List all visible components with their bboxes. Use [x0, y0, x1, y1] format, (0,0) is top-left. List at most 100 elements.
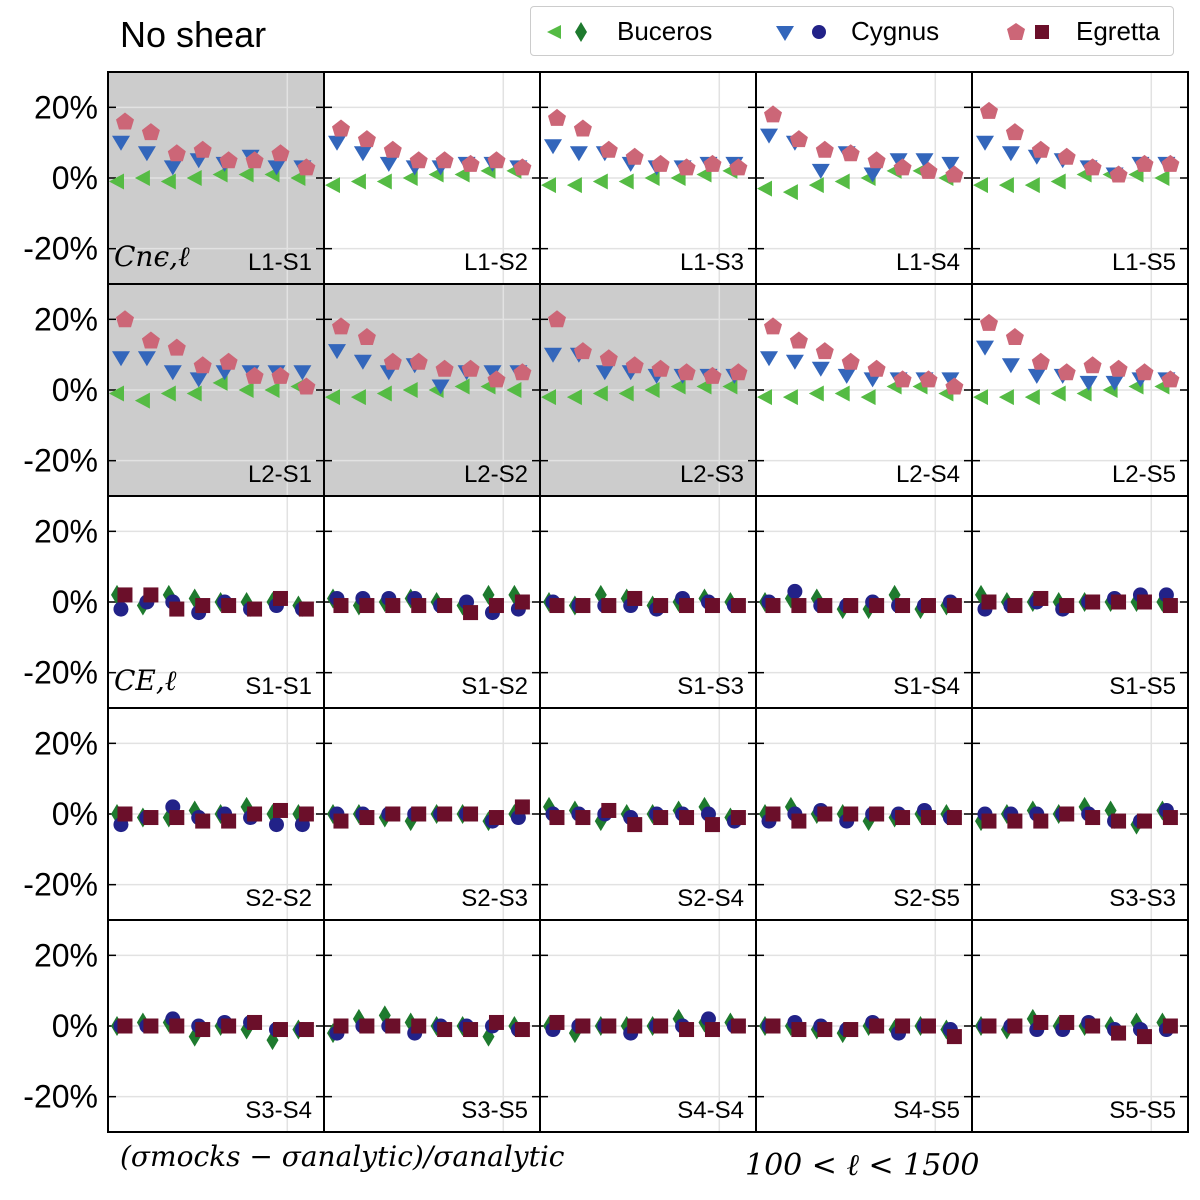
point-egretta	[765, 1018, 781, 1034]
legend-marker-cygnus-cs	[812, 25, 826, 39]
y-tick-label: 20%	[34, 513, 98, 549]
point-egretta	[1005, 328, 1024, 345]
panel-s1-s1: S1-S1	[107, 495, 325, 709]
point-egretta	[411, 598, 427, 614]
point-egretta	[117, 1018, 133, 1034]
point-egretta	[601, 802, 617, 818]
point-egretta	[867, 359, 886, 377]
point-buceros	[782, 389, 798, 406]
point-egretta	[221, 813, 237, 829]
point-egretta	[703, 154, 722, 172]
point-egretta	[1111, 594, 1127, 610]
point-buceros	[1154, 170, 1170, 186]
point-egretta	[1033, 590, 1049, 606]
point-buceros	[1050, 385, 1066, 402]
point-egretta	[677, 363, 696, 381]
point-egretta	[791, 813, 807, 829]
point-egretta	[653, 810, 669, 826]
point-egretta	[193, 356, 212, 374]
point-egretta	[704, 817, 720, 833]
point-egretta	[920, 1018, 936, 1034]
point-egretta	[841, 352, 860, 370]
point-buceros	[109, 385, 124, 402]
point-cygnus	[544, 347, 562, 363]
y-tick-label: 20%	[34, 937, 98, 973]
point-cygnus	[112, 351, 130, 367]
point-egretta	[1007, 813, 1023, 829]
point-egretta	[704, 1022, 720, 1038]
point-egretta	[116, 310, 134, 328]
point-egretta	[357, 130, 376, 148]
point-egretta	[247, 806, 263, 822]
panel-s2-s4: S2-S4	[539, 707, 757, 921]
point-cygnus	[353, 354, 372, 370]
legend-label-egretta: Egretta	[1076, 16, 1160, 46]
point-egretta	[981, 1018, 997, 1034]
point-buceros	[998, 177, 1014, 194]
point-buceros	[109, 173, 124, 190]
legend-marker-egretta-ggl	[1007, 23, 1025, 40]
point-egretta	[435, 151, 454, 169]
point-egretta	[919, 370, 938, 388]
point-buceros	[860, 389, 876, 406]
point-egretta	[219, 151, 238, 169]
point-egretta	[1111, 1025, 1127, 1041]
panel-label: S2-S5	[893, 885, 960, 912]
point-egretta	[1162, 1018, 1178, 1034]
point-egretta	[1059, 598, 1075, 614]
point-egretta	[1031, 140, 1050, 158]
point-egretta	[332, 119, 350, 137]
point-buceros	[541, 389, 556, 406]
point-egretta	[487, 370, 506, 388]
point-buceros	[566, 389, 582, 406]
point-egretta	[143, 587, 159, 603]
point-egretta	[764, 317, 782, 335]
point-egretta	[843, 1022, 859, 1038]
point-egretta	[272, 590, 288, 606]
footer-right-label: 100 < ℓ < 1500	[745, 1148, 980, 1183]
point-cygnus	[163, 365, 182, 381]
point-egretta	[1033, 813, 1049, 829]
point-buceros	[325, 389, 340, 406]
point-egretta	[601, 1018, 617, 1034]
point-buceros	[350, 173, 366, 190]
point-egretta	[409, 151, 428, 169]
point-egretta	[221, 1018, 237, 1034]
panel-label: L1-S5	[1112, 249, 1176, 276]
point-buceros	[808, 177, 824, 194]
point-cygnus	[189, 372, 208, 388]
point-egretta	[548, 108, 566, 126]
point-egretta	[1083, 158, 1102, 176]
point-egretta	[437, 1022, 453, 1038]
point-egretta	[817, 598, 833, 614]
point-egretta	[1162, 810, 1178, 826]
point-egretta	[1057, 363, 1076, 381]
point-egretta	[651, 154, 670, 172]
point-buceros	[506, 382, 522, 398]
y-tick-label: 20%	[34, 725, 98, 761]
point-egretta	[730, 598, 746, 614]
point-cygnus	[112, 135, 130, 151]
point-buceros	[757, 389, 772, 406]
point-egretta	[333, 813, 349, 829]
point-egretta	[297, 377, 316, 395]
row-label: CE,ℓ	[114, 664, 177, 697]
point-egretta	[575, 598, 591, 614]
y-tick-label: -20%	[23, 655, 98, 691]
point-egretta	[513, 363, 532, 381]
point-egretta	[488, 1014, 504, 1030]
panel-s2-s3: S2-S3	[323, 707, 541, 921]
panel-s2-s2: S2-S2	[107, 707, 325, 921]
point-buceros	[592, 385, 608, 402]
y-tick-label: -20%	[23, 867, 98, 903]
point-buceros	[134, 392, 150, 409]
point-egretta	[1136, 1029, 1152, 1045]
legend-marker-cygnus-ggl	[776, 26, 794, 41]
point-egretta	[981, 594, 997, 610]
point-egretta	[625, 147, 644, 165]
point-egretta	[385, 806, 401, 822]
point-cygnus	[811, 163, 830, 179]
point-egretta	[548, 310, 566, 328]
point-egretta	[488, 598, 504, 614]
point-cygnus	[544, 139, 562, 155]
